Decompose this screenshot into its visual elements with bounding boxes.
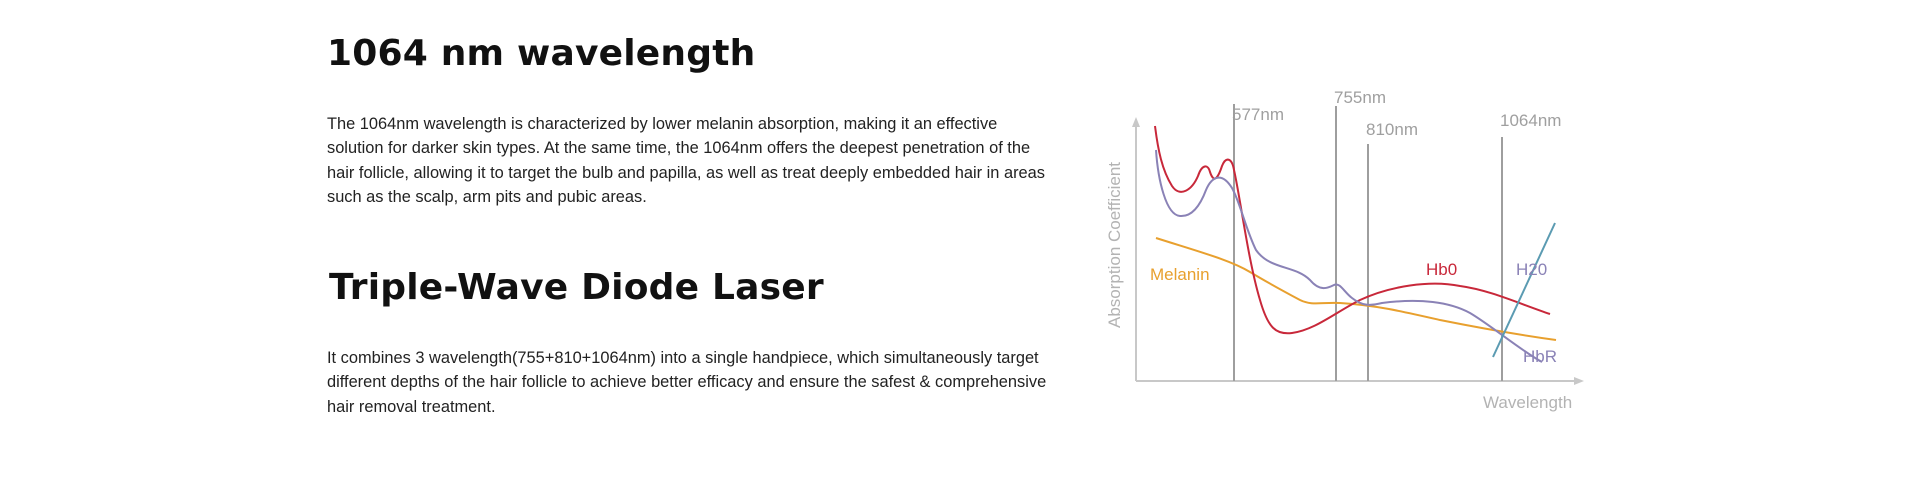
melanin-label: Melanin <box>1150 265 1210 284</box>
hbo-label: Hb0 <box>1426 260 1457 279</box>
melanin-curve <box>1155 237 1557 341</box>
hbr-curve <box>1155 149 1543 363</box>
hbo-curve <box>1154 125 1551 335</box>
h2o-label: H20 <box>1516 260 1547 279</box>
section-title-1064nm: 1064 nm wavelength <box>327 33 756 74</box>
marker-label-577nm: 577nm <box>1232 105 1284 124</box>
section-title-triple-wave: Triple-Wave Diode Laser <box>329 267 824 308</box>
section-body-1064nm: The 1064nm wavelength is characterized b… <box>327 115 1045 207</box>
y-axis-arrow <box>1132 117 1140 127</box>
marker-label-1064nm: 1064nm <box>1500 111 1561 130</box>
marker-label-755nm: 755nm <box>1334 88 1386 107</box>
hbr-label: HbR <box>1523 347 1557 366</box>
absorption-diagram: Absorption Coefficient Wavelength 577nm … <box>1105 88 1584 412</box>
y-axis-label: Absorption Coefficient <box>1105 162 1124 328</box>
x-axis-arrow <box>1574 377 1584 385</box>
x-axis-label: Wavelength <box>1483 393 1572 412</box>
section-body-triple-wave: It combines 3 wavelength(755+810+1064nm)… <box>327 349 1047 416</box>
marker-label-810nm: 810nm <box>1366 120 1418 139</box>
h2o-curve <box>1492 222 1556 358</box>
